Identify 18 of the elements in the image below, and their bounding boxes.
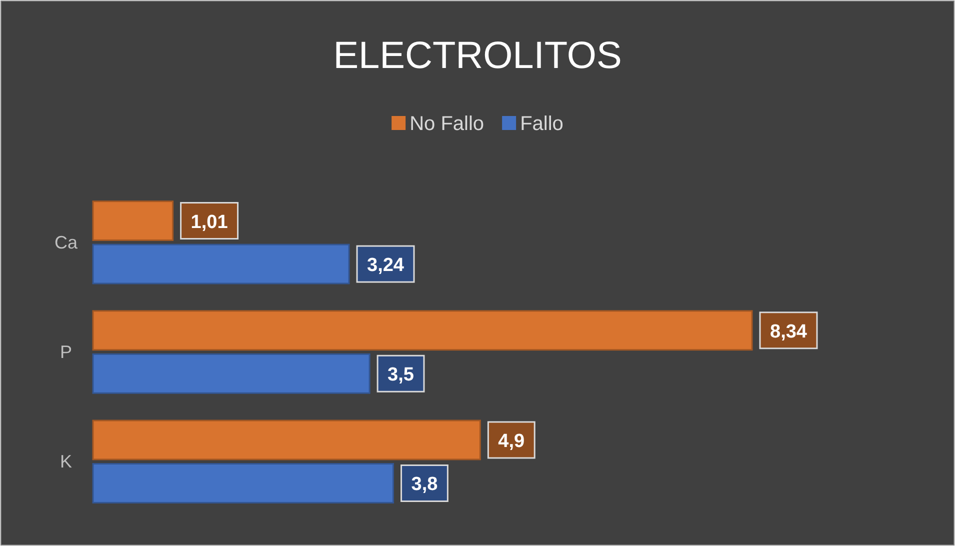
data-label: 3,5 [388, 364, 414, 386]
data-label: 8,34 [770, 321, 808, 342]
bar [92, 200, 174, 241]
bar [92, 353, 370, 394]
y-tick-label: K [60, 452, 72, 472]
chart-title: ELECTROLITOS [333, 35, 622, 77]
bar [92, 420, 481, 460]
y-tick-label: Ca [54, 232, 78, 252]
bar [92, 244, 350, 284]
legend-label: Fallo [520, 113, 564, 135]
data-label: 1,01 [190, 212, 228, 233]
data-label: 3,24 [367, 255, 404, 276]
data-label: 4,9 [498, 430, 525, 452]
data-label: 3,8 [411, 474, 438, 496]
bar [92, 463, 394, 504]
legend-label: No Fallo [410, 113, 484, 135]
bar [92, 310, 753, 351]
y-tick-label: P [60, 342, 72, 362]
